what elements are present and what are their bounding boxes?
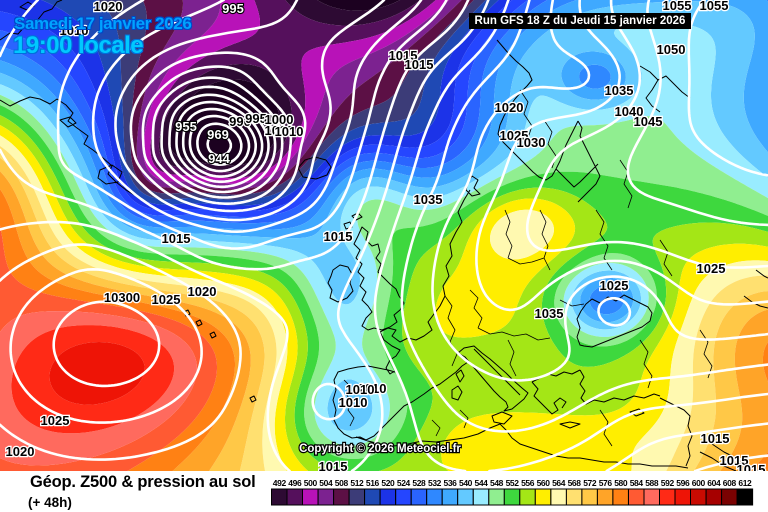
svg-text:1055: 1055 (700, 0, 729, 13)
svg-text:560: 560 (537, 478, 551, 488)
svg-text:1015: 1015 (162, 231, 191, 246)
svg-text:1045: 1045 (634, 114, 663, 129)
svg-text:520: 520 (381, 478, 395, 488)
svg-text:596: 596 (676, 478, 690, 488)
svg-text:600: 600 (692, 478, 706, 488)
svg-text:1010: 1010 (275, 124, 304, 139)
svg-text:1020: 1020 (94, 0, 123, 14)
svg-text:1035: 1035 (605, 83, 634, 98)
svg-text:524: 524 (397, 478, 411, 488)
svg-text:1055: 1055 (663, 0, 692, 13)
svg-text:1050: 1050 (657, 42, 686, 57)
svg-text:990: 990 (229, 114, 251, 129)
svg-text:1025: 1025 (152, 292, 181, 307)
svg-text:1015: 1015 (737, 462, 766, 471)
svg-text:1020: 1020 (495, 100, 524, 115)
svg-text:1010: 1010 (60, 23, 89, 38)
svg-text:528: 528 (412, 478, 426, 488)
svg-text:572: 572 (583, 478, 597, 488)
svg-text:1010: 1010 (265, 123, 294, 138)
svg-text:588: 588 (645, 478, 659, 488)
svg-text:1025: 1025 (697, 261, 726, 276)
svg-text:1035: 1035 (414, 192, 443, 207)
svg-text:584: 584 (630, 478, 644, 488)
svg-text:608: 608 (723, 478, 737, 488)
svg-text:512: 512 (350, 478, 364, 488)
svg-text:1010: 1010 (339, 395, 368, 410)
svg-text:1025: 1025 (600, 278, 629, 293)
svg-text:1020: 1020 (6, 444, 35, 459)
svg-text:552: 552 (506, 478, 520, 488)
svg-text:1000: 1000 (265, 112, 294, 127)
svg-text:544: 544 (475, 478, 489, 488)
svg-text:10300: 10300 (104, 290, 140, 305)
svg-text:604: 604 (707, 478, 721, 488)
svg-text:556: 556 (521, 478, 535, 488)
svg-text:Copyright © 2026 Meteociel.fr: Copyright © 2026 Meteociel.fr (299, 443, 461, 455)
svg-text:1030: 1030 (517, 135, 546, 150)
svg-text:612: 612 (738, 478, 752, 488)
svg-text:1020: 1020 (188, 284, 217, 299)
svg-text:1015: 1015 (701, 431, 730, 446)
svg-text:1010: 1010 (346, 382, 375, 397)
svg-text:492: 492 (273, 478, 287, 488)
svg-text:1015: 1015 (324, 229, 353, 244)
svg-text:536: 536 (444, 478, 458, 488)
svg-text:969: 969 (207, 127, 229, 142)
svg-text:1035: 1035 (535, 306, 564, 321)
svg-text:1015: 1015 (319, 459, 348, 471)
svg-text:1010: 1010 (358, 381, 387, 396)
svg-text:592: 592 (661, 478, 675, 488)
svg-text:1025: 1025 (41, 413, 70, 428)
svg-text:995: 995 (245, 111, 267, 126)
svg-text:516: 516 (366, 478, 380, 488)
svg-text:568: 568 (568, 478, 582, 488)
svg-text:1015: 1015 (405, 57, 434, 72)
svg-text:564: 564 (552, 478, 566, 488)
svg-text:500: 500 (304, 478, 318, 488)
svg-text:496: 496 (288, 478, 302, 488)
svg-text:1040: 1040 (615, 104, 644, 119)
svg-text:1015: 1015 (720, 453, 749, 468)
svg-text:955: 955 (175, 119, 197, 134)
svg-text:532: 532 (428, 478, 442, 488)
svg-text:540: 540 (459, 478, 473, 488)
svg-text:1015: 1015 (389, 48, 418, 63)
svg-text:1025: 1025 (500, 128, 529, 143)
svg-text:504: 504 (319, 478, 333, 488)
svg-text:548: 548 (490, 478, 504, 488)
svg-text:580: 580 (614, 478, 628, 488)
svg-text:576: 576 (599, 478, 613, 488)
svg-text:944: 944 (208, 151, 230, 166)
svg-text:995: 995 (222, 1, 244, 16)
svg-text:508: 508 (335, 478, 349, 488)
